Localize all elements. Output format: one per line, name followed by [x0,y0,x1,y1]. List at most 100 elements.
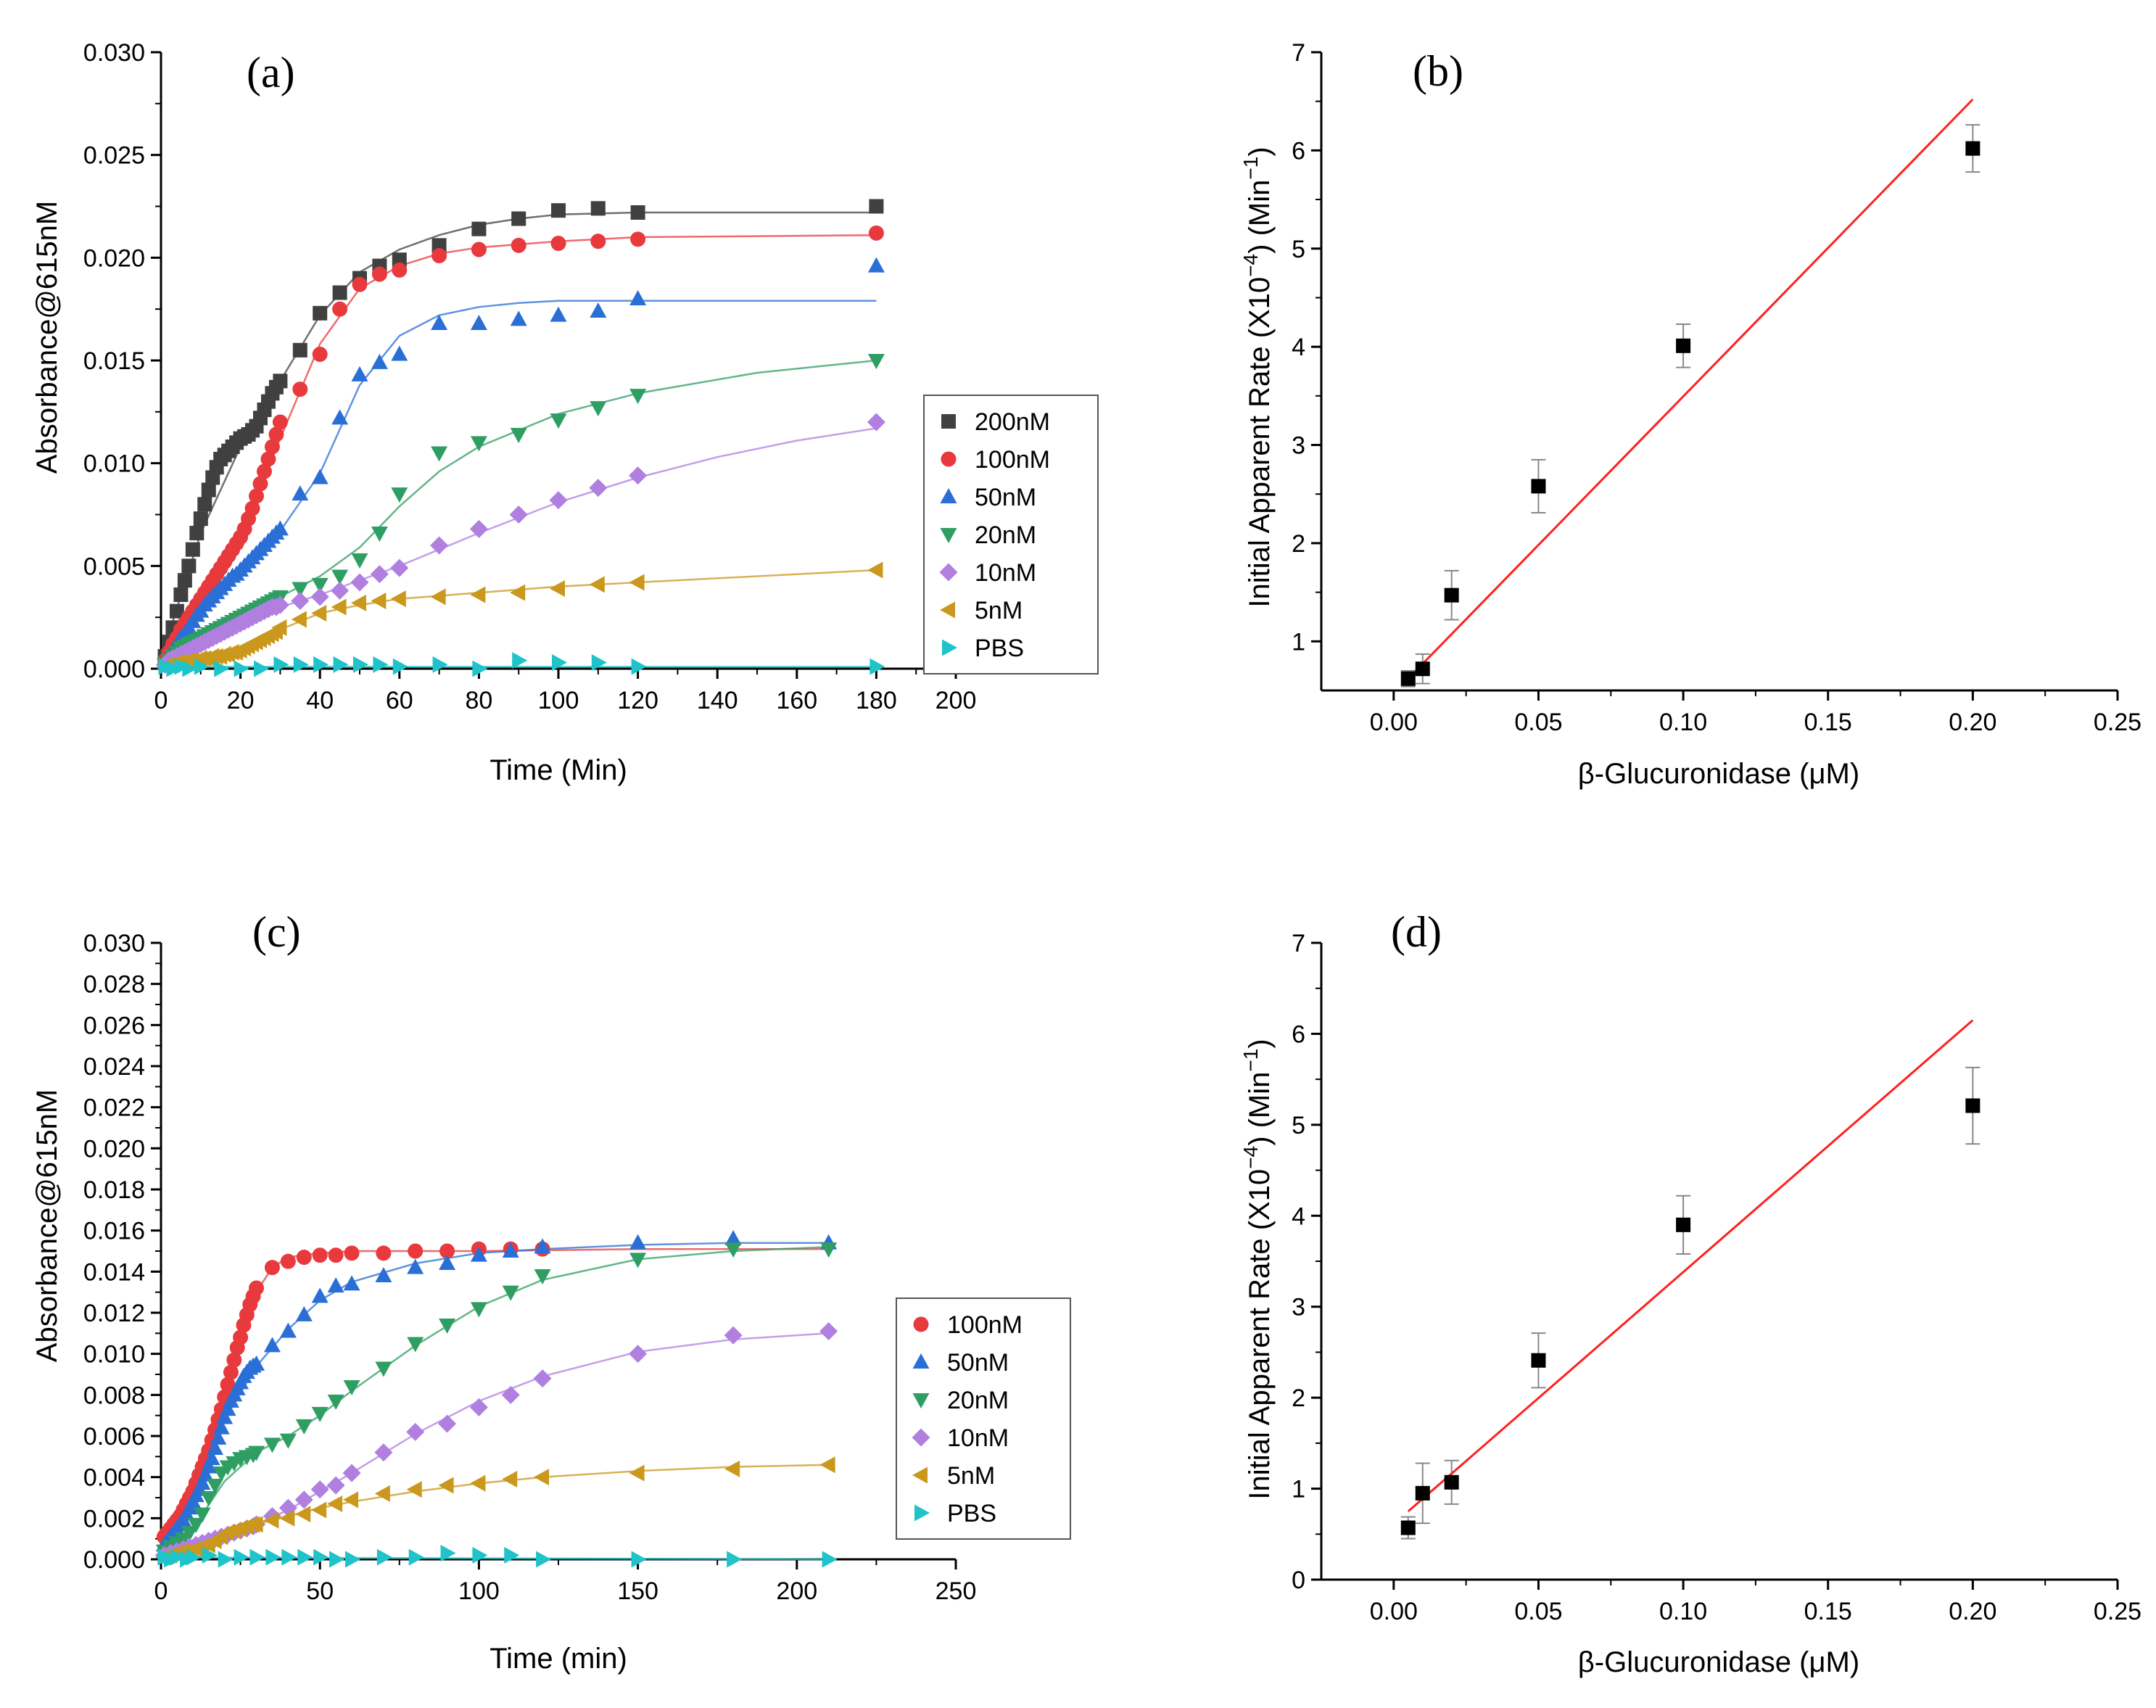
panel-a-point-200nm [551,203,566,218]
panel-a-point-20nm [292,582,309,598]
panel-b-y-tick-label: 6 [1292,137,1305,165]
panel-c-point-20nm [820,1242,838,1258]
panel-b-x-tick-label: 0.10 [1659,709,1707,736]
panel-c-point-50nm [502,1242,519,1258]
panel-a-point-200nm [193,511,208,527]
panel-a-point-200nm [630,205,645,220]
panel-c-point-100nm [226,1352,242,1368]
panel-c-point-5nm [247,1516,263,1533]
panel-c-point-20nm [343,1380,360,1395]
panel-c-point-pbs [631,1551,647,1568]
panel-c-point-5nm [724,1460,740,1477]
panel-c-point-pbs [472,1546,488,1564]
panel-c-point-50nm [200,1458,218,1474]
panel-a-point-10nm [331,581,350,600]
panel-c-legend-marker-20nm [912,1393,930,1408]
panel-c-point-pbs [822,1551,838,1568]
panel-a-point-5nm [867,561,883,579]
panel-c-point-pbs [186,1548,202,1566]
panel-a-point-10nm [867,413,885,432]
panel-c-point-20nm [407,1337,424,1353]
panel-c-point-pbs [313,1548,329,1566]
panel-a-point-10nm [270,595,289,614]
panel-b-x-tick-label: 0.15 [1804,709,1852,736]
panel-a-point-5nm [291,611,307,628]
panel-c-legend-marker-100nm [913,1316,929,1332]
panel-a-point-pbs [182,660,198,677]
panel-b-x-axis-title: β-Glucuronidase (μM) [1578,758,1859,790]
panel-a-point-5nm [371,593,387,609]
panel-a-legend-marker-200nm [941,414,956,429]
panel-a-point-20nm [629,389,647,405]
panel-c-point-50nm [279,1322,297,1338]
panel-a-point-100nm [590,234,606,249]
panel-a-point-20nm [311,577,329,593]
panel-b-y-title-end: ) [1244,147,1276,156]
panel-a-point-10nm [390,558,409,577]
panel-a-legend-marker-100nm [941,451,957,467]
panel-a-point-200nm [471,221,487,236]
panel-c-point-20nm [534,1269,551,1284]
panel-c-x-tick-label: 100 [458,1577,500,1605]
panel-a-y-tick-label: 0.020 [83,244,145,272]
panel-a-point-50nm [391,345,408,361]
panel-c-x-tick-label: 50 [306,1577,334,1605]
panel-a-point-100nm [392,262,408,278]
panel-b-label: (b) [1413,47,1463,95]
panel-c-point-5nm [279,1509,295,1527]
panel-c-legend-marker-50nm [912,1353,930,1369]
panel-c-point-20nm [200,1491,218,1506]
panel-a-point-50nm [629,290,647,305]
panel-c-y-tick-label: 0.024 [83,1053,145,1081]
panel-c-legend-label: 100nM [947,1311,1023,1339]
panel-b-y-axis-title: Initial Apparent Rate (X10−4) (Min−1) [1239,147,1276,607]
panel-c-point-50nm [248,1355,265,1371]
panel-c-point-pbs [265,1548,281,1566]
panel-c-point-20nm [207,1479,224,1494]
panel-c-point-10nm [724,1326,743,1345]
panel-d-y-tick-label: 5 [1292,1112,1305,1139]
panel-d-y-tick-label: 6 [1292,1020,1305,1048]
panel-c-point-20nm [279,1433,297,1449]
panel-a-point-50nm [311,469,329,484]
panel-c-point-100nm [312,1247,328,1263]
panel-c-point-20nm [248,1445,265,1461]
panel-c-y-tick-label: 0.004 [83,1464,145,1492]
panel-a-point-5nm [430,588,446,606]
panel-c-legend-label: 5nM [947,1462,995,1490]
panel-a-point-100nm [431,248,447,263]
panel-c-point-50nm [439,1255,456,1270]
panel-c-point-50nm [375,1267,392,1282]
panel-a-point-100nm [471,242,487,257]
panel-d-y-tick-label: 2 [1292,1385,1305,1412]
panel-c-x-tick-label: 0 [154,1577,168,1605]
panel-a-y-tick-label: 0.030 [83,39,145,67]
panel-a-x-axis-title: Time (Min) [490,754,627,786]
panel-a-point-200nm [292,342,307,358]
panel-a-label: (a) [247,49,295,96]
panel-c-y-tick-label: 0.016 [83,1218,145,1245]
panel-c-y-tick-label: 0.018 [83,1176,145,1204]
panel-c-point-50nm [470,1246,487,1262]
panel-c-label: (c) [252,908,301,956]
panel-d-y-tick-label: 0 [1292,1567,1305,1594]
panel-a-point-100nm [264,439,280,455]
panel-c-point-pbs [376,1548,392,1566]
panel-c-point-10nm [406,1422,425,1441]
panel-a-point-10nm [310,587,329,606]
panel-a-point-50nm [331,409,349,425]
panel-a-point-10nm [350,573,369,592]
panel-a-y-tick-label: 0.015 [83,347,145,375]
panel-a-point-5nm [510,584,526,601]
panel-a-point-5nm [271,619,287,636]
panel-a-point-10nm [589,479,608,498]
panel-a-point-pbs [432,656,448,673]
panel-c-point-pbs [329,1551,345,1568]
panel-c-point-100nm [280,1253,296,1269]
panel-a-point-20nm [431,446,448,462]
panel-c-point-pbs [345,1551,361,1568]
panel-a-point-200nm [177,573,192,588]
panel-a-x-tick-label: 140 [697,687,738,714]
panel-a-point-20nm [510,428,527,443]
panel-c-point-20nm [439,1319,456,1334]
